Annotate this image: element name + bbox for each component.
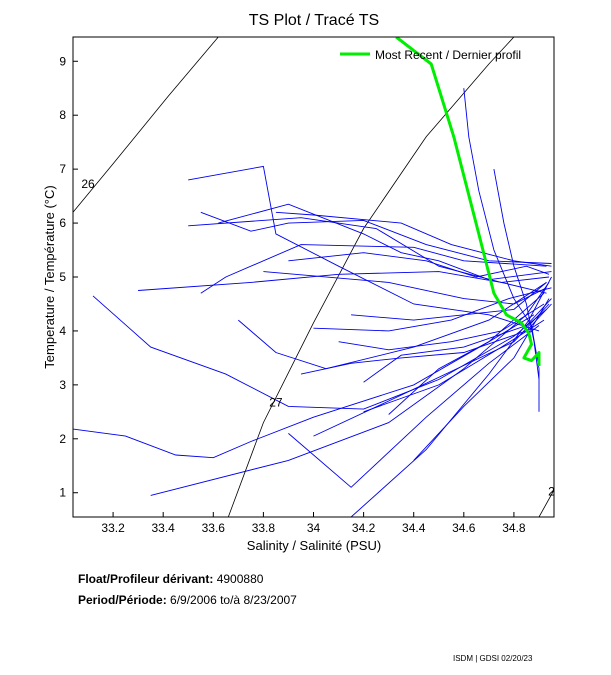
isopycnal-line-2 [538,489,554,517]
y-tick-label: 3 [59,378,66,392]
recent-profile-path [395,37,541,366]
period-info-row: Period/Période: 6/9/2006 to/à 8/23/2007 [78,593,297,607]
x-tick-label: 34.2 [352,521,376,535]
profile-line-profile-25 [238,282,547,370]
profile-line-profile-24 [493,169,540,380]
x-tick-label: 34.8 [502,521,526,535]
x-tick-label: 33.4 [152,521,176,535]
chart-title: TS Plot / Tracé TS [249,12,379,29]
float-id: 4900880 [216,572,264,586]
float-label: Float/Profileur dérivant: [78,572,214,586]
y-tick-label: 7 [59,162,66,176]
footer-credit: ISDM | GDSI 02/20/23 [453,654,533,663]
isopycnal-line-27 [227,37,515,517]
x-axis-ticks: 33.2 33.4 33.6 33.8 34 34.2 34.4 34.6 34.8 [101,512,526,535]
profile-line-profile-02 [138,271,547,294]
y-tick-label: 8 [59,108,66,122]
profile-line-profile-03 [92,295,547,410]
profile-line-profile-17 [200,244,547,294]
profile-line-profile-15 [363,319,545,413]
x-tick-label: 33.2 [101,521,125,535]
profile-line-profile-12 [338,303,545,351]
isopycnal-lines [73,37,554,517]
x-tick-label: 33.8 [252,521,276,535]
y-tick-label: 9 [59,54,66,68]
period-to: to/à [220,593,241,607]
y-tick-label: 4 [59,324,66,338]
profile-line-profile-21 [200,211,552,264]
float-info-row: Float/Profileur dérivant: 4900880 [78,572,263,586]
profile-line-profile-08 [218,203,552,281]
period-start: 6/9/2006 [170,593,217,607]
profile-line-profile-04 [73,292,545,459]
profile-line-profile-05 [150,282,550,496]
y-tick-label: 1 [59,486,66,500]
recent-profile-line [395,37,541,366]
x-tick-label: 34.6 [452,521,476,535]
isopycnal-line-26 [73,37,219,213]
legend: Most Recent / Dernier profil [340,48,521,62]
x-tick-label: 33.6 [202,521,226,535]
x-axis-label: Salinity / Salinité (PSU) [247,538,381,553]
isopycnal-label-27: 27 [269,395,283,409]
profile-lines [73,88,552,517]
y-axis-ticks: 1 2 3 4 5 6 7 8 9 [59,54,78,500]
period-label: Period/Période: [78,593,167,607]
profile-line-profile-06 [350,276,552,517]
y-tick-label: 5 [59,270,66,284]
y-tick-label: 6 [59,216,66,230]
profile-line-profile-19 [388,314,535,415]
isopycnal-label-2: 2 [548,484,555,498]
y-axis-label: Temperature / Température (°C) [42,185,57,368]
profile-line-profile-01 [188,165,540,332]
legend-label-recent: Most Recent / Dernier profil [375,48,521,62]
y-tick-label: 2 [59,432,66,446]
x-tick-label: 34 [307,521,321,535]
profile-line-profile-26 [275,211,552,267]
isopycnal-label-26: 26 [81,177,95,191]
profile-line-profile-09 [288,252,550,278]
x-tick-label: 34.4 [402,521,426,535]
profile-line-profile-13 [363,298,552,383]
period-end: 8/23/2007 [243,593,297,607]
profile-line-profile-16 [288,325,540,488]
